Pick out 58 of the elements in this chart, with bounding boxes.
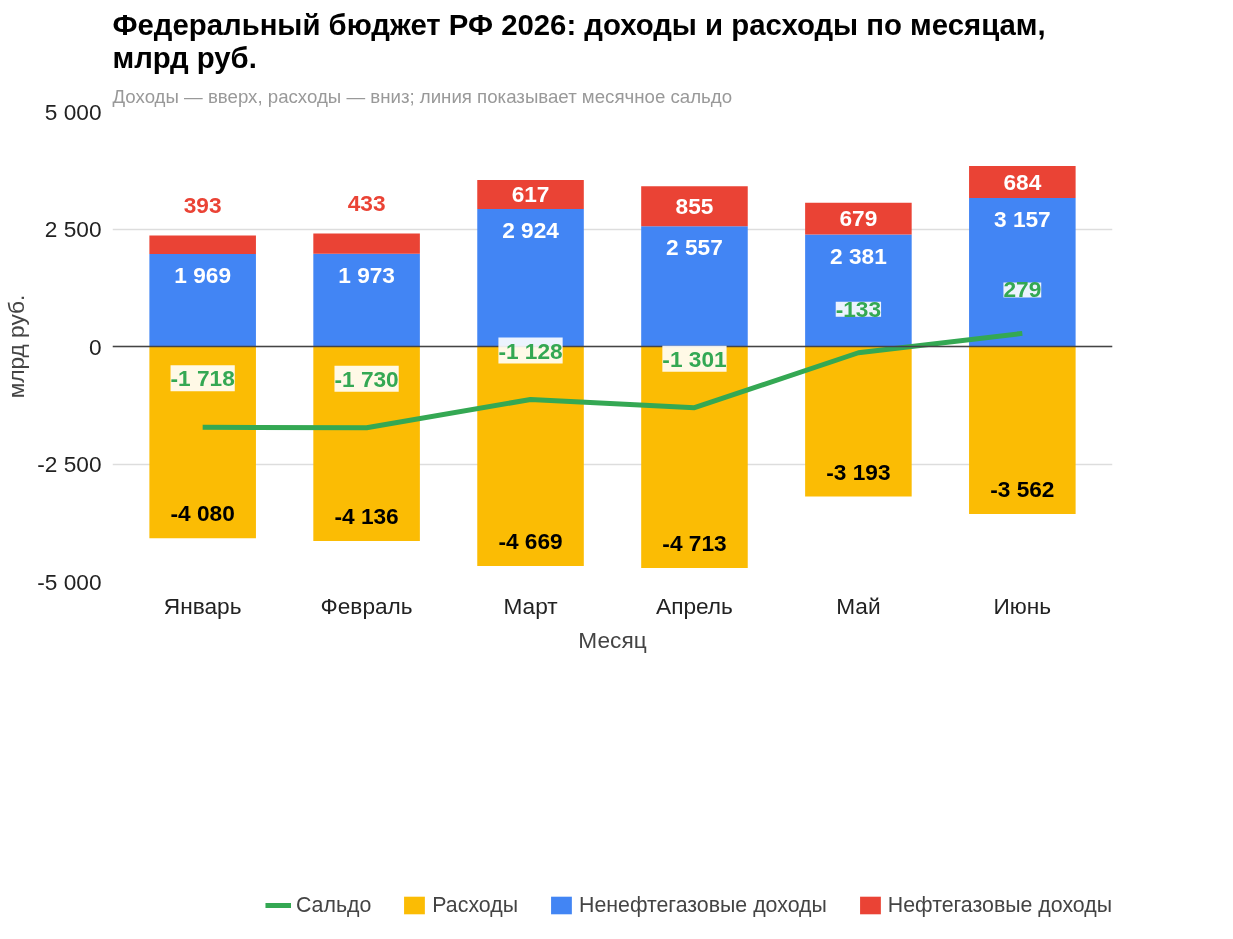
data-label: -4 669 bbox=[498, 527, 563, 554]
bar bbox=[641, 186, 748, 227]
x-tick-label: Июнь bbox=[993, 592, 1052, 619]
data-label: 679 bbox=[839, 205, 878, 232]
y-tick-label: -5 000 bbox=[37, 568, 102, 595]
data-label: 393 bbox=[183, 192, 222, 219]
y-tick-label: 5 000 bbox=[44, 98, 102, 125]
bar bbox=[313, 233, 420, 254]
y-tick-label: 0 bbox=[88, 333, 102, 360]
data-label: -133 bbox=[835, 295, 882, 322]
data-label: 3 157 bbox=[993, 206, 1051, 233]
data-label: 433 bbox=[347, 190, 386, 217]
chart-title: Федеральный бюджет РФ 2026: доходы и расходы по месяцам, млрд руб. bbox=[112, 7, 1046, 74]
bar bbox=[805, 346, 912, 497]
data-label: 2 557 bbox=[666, 234, 723, 261]
bar bbox=[969, 346, 1076, 514]
legend-label: Ненефтегазовые доходы bbox=[578, 892, 827, 918]
legend-label: Сальдо bbox=[295, 892, 372, 918]
x-tick-label: Февраль bbox=[320, 592, 413, 619]
y-tick-label: 2 500 bbox=[44, 216, 102, 242]
data-label: -1 128 bbox=[498, 337, 563, 364]
data-label: 684 bbox=[1003, 168, 1042, 195]
data-label: -3 193 bbox=[826, 458, 891, 485]
bar bbox=[477, 180, 584, 210]
bar bbox=[313, 346, 420, 541]
data-label: 855 bbox=[675, 192, 714, 219]
data-label: 617 bbox=[511, 181, 550, 208]
bar bbox=[477, 346, 584, 566]
x-tick-label: Январь bbox=[163, 592, 242, 619]
x-tick-label: Май bbox=[836, 592, 881, 619]
data-label: 279 bbox=[1003, 276, 1042, 303]
x-tick-label: Апрель bbox=[656, 592, 733, 619]
data-label: -1 718 bbox=[170, 365, 235, 392]
bar bbox=[313, 253, 420, 347]
data-label: 1 969 bbox=[174, 261, 232, 288]
legend-label: Расходы bbox=[432, 892, 518, 918]
bar bbox=[149, 235, 256, 254]
bar bbox=[969, 198, 1076, 347]
data-label: -4 136 bbox=[334, 502, 399, 529]
bar bbox=[641, 226, 748, 347]
x-axis-title: Месяц bbox=[578, 626, 647, 653]
bar bbox=[805, 202, 912, 235]
data-label: -4 080 bbox=[170, 500, 235, 527]
bar bbox=[149, 253, 256, 347]
x-tick-label: Март bbox=[503, 592, 558, 619]
data-label: -1 730 bbox=[334, 365, 399, 392]
data-label: 2 381 bbox=[830, 242, 887, 269]
data-label: 2 924 bbox=[502, 217, 560, 244]
data-label: -1 301 bbox=[662, 345, 727, 372]
data-label: -4 713 bbox=[662, 530, 727, 557]
y-axis-title: млрд руб. bbox=[3, 294, 30, 399]
bar bbox=[805, 234, 912, 347]
y-tick-label: -2 500 bbox=[37, 451, 102, 477]
data-label: 1 973 bbox=[338, 261, 395, 288]
data-label: -3 562 bbox=[990, 475, 1055, 502]
bar bbox=[149, 346, 256, 539]
chart-subtitle: Доходы — вверх, расходы — вниз; линия показывает месячное сальдо bbox=[112, 85, 733, 107]
legend-label: Нефтегазовые доходы bbox=[887, 892, 1112, 918]
